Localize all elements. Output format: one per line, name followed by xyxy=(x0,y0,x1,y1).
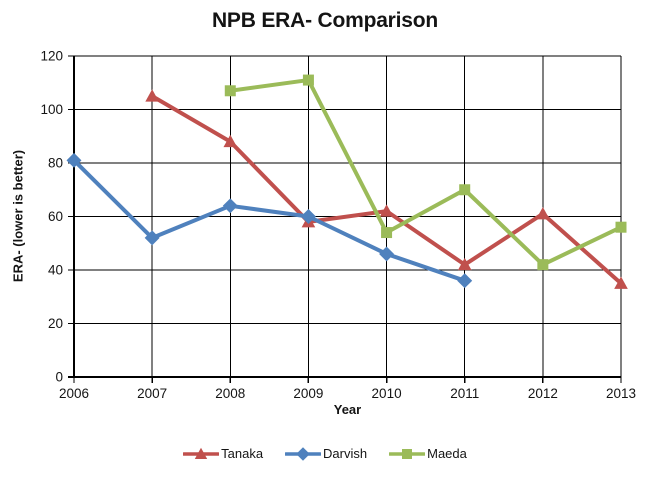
svg-text:2007: 2007 xyxy=(137,386,167,401)
svg-text:100: 100 xyxy=(40,102,63,117)
svg-text:80: 80 xyxy=(48,156,63,171)
legend-item-tanaka: Tanaka xyxy=(182,446,264,461)
legend-item-darvish: Darvish xyxy=(284,446,368,461)
darvish-diamond-marker-icon xyxy=(284,446,322,461)
x-axis-title: Year xyxy=(333,402,362,417)
svg-text:2012: 2012 xyxy=(528,386,558,401)
legend: Tanaka Darvish Maeda xyxy=(0,446,650,461)
svg-text:2008: 2008 xyxy=(215,386,245,401)
legend-label: Tanaka xyxy=(221,446,264,461)
svg-text:2010: 2010 xyxy=(372,386,402,401)
svg-text:0: 0 xyxy=(55,370,63,385)
legend-item-maeda: Maeda xyxy=(388,446,467,461)
legend-label: Darvish xyxy=(323,446,368,461)
maeda-square-marker-icon xyxy=(388,447,426,461)
y-axis-title: ERA- (lower is better) xyxy=(10,149,26,283)
svg-text:60: 60 xyxy=(48,209,63,224)
svg-text:2006: 2006 xyxy=(59,386,89,401)
svg-text:2011: 2011 xyxy=(450,386,479,401)
svg-text:20: 20 xyxy=(48,316,63,331)
svg-text:120: 120 xyxy=(40,49,63,64)
tanaka-triangle-marker-icon xyxy=(182,447,220,461)
legend-label: Maeda xyxy=(427,446,467,461)
svg-text:40: 40 xyxy=(48,263,63,278)
plot-area: 0 20 40 60 80 100 120 2006 2007 2008 2009 2010 2011 2… xyxy=(40,49,636,402)
chart-title: NPB ERA- Comparison xyxy=(211,9,439,32)
svg-text:2013: 2013 xyxy=(606,386,636,401)
svg-text:2009: 2009 xyxy=(293,386,323,401)
